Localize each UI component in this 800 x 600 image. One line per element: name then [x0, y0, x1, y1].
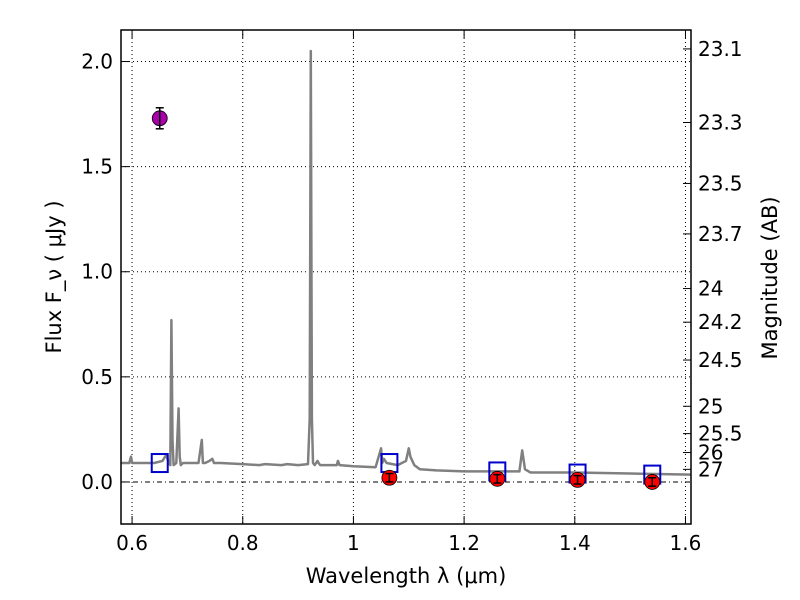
- magnitude-tick-label: 25.5: [698, 422, 743, 446]
- x-axis: 0.6 0.8 1 1.2 1.4 1.6: [116, 30, 701, 555]
- series-layer: [121, 49, 692, 490]
- magnitude-tick-label: 23.5: [698, 171, 743, 195]
- magnitude-tick-label: 23.7: [698, 222, 743, 246]
- y-axis-label: Flux F_ν ( μJy ): [42, 200, 67, 353]
- x-tick-label: 0.6: [116, 531, 148, 555]
- magnitude-tick-label: 27: [698, 457, 723, 481]
- y-axis-flux: 0.0 0.5 1.0 1.5 2.0: [81, 50, 129, 494]
- magnitude-tick-label: 24: [698, 277, 723, 301]
- magnitude-tick-label: 24.2: [698, 310, 743, 334]
- x-tick-label: 1: [347, 531, 360, 555]
- x-tick-label: 1.6: [670, 531, 702, 555]
- x-tick-label: 0.8: [227, 531, 259, 555]
- y-tick-label: 0.0: [81, 470, 113, 494]
- y-axis-right-label: Magnitude (AB): [758, 196, 782, 359]
- magnitude-tick-label: 23.1: [698, 37, 743, 61]
- magnitude-tick-label: 23.3: [698, 110, 743, 134]
- spectrum-line: [121, 49, 692, 476]
- magnitude-tick-label: 25: [698, 394, 723, 418]
- magnitude-tick-label: 24.5: [698, 348, 743, 372]
- model-photometry-square: [150, 453, 169, 474]
- x-tick-label: 1.4: [559, 531, 591, 555]
- y-tick-label: 2.0: [81, 50, 113, 74]
- y-tick-label: 0.5: [81, 365, 113, 389]
- x-axis-label: Wavelength λ (μm): [306, 564, 507, 588]
- x-tick-label: 1.2: [448, 531, 480, 555]
- y-tick-label: 1.5: [81, 155, 113, 179]
- y-tick-label: 1.0: [81, 260, 113, 284]
- plot-frame: [120, 29, 692, 525]
- magnitude-tick-label: 26: [698, 441, 723, 465]
